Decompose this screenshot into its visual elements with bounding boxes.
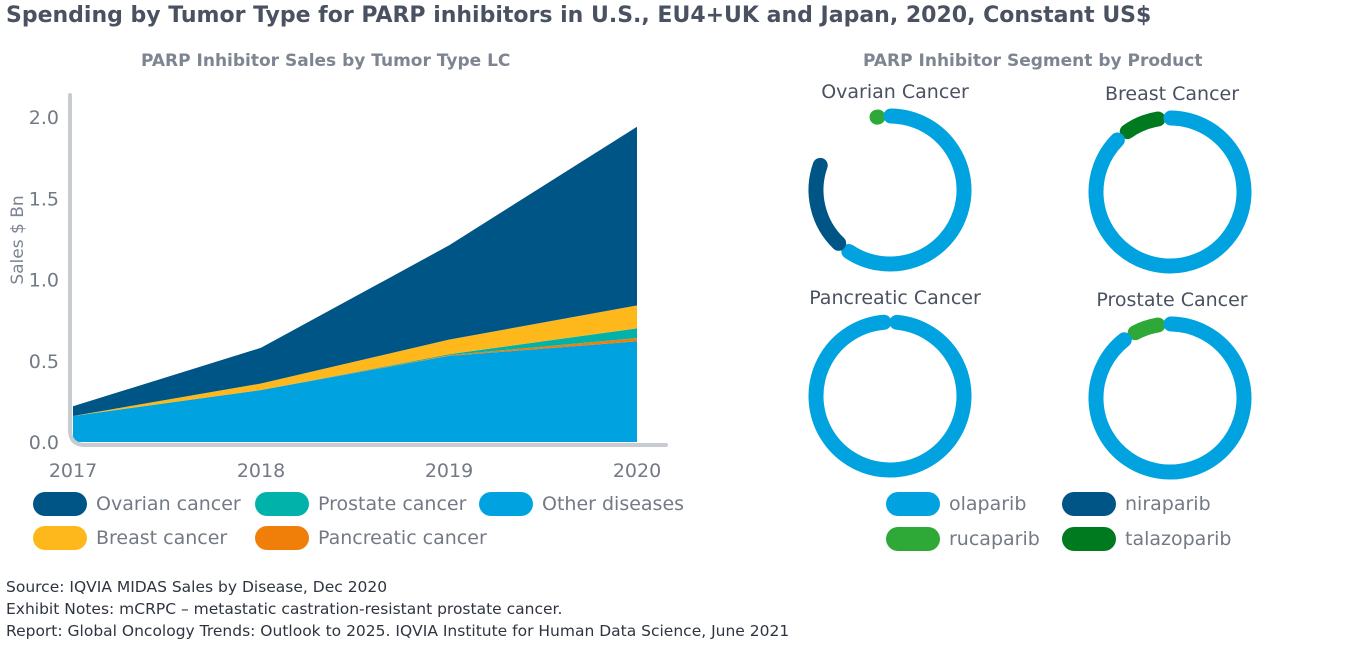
legend-swatch — [33, 526, 87, 550]
axis-lines — [68, 93, 668, 447]
donut-label: Pancreatic Cancer — [809, 287, 981, 309]
area-breast-cancer — [73, 305, 637, 416]
y-tick-label: 0.0 — [29, 432, 59, 454]
legend-label: olaparib — [949, 493, 1027, 515]
legend-item-rucaparib: rucaparib — [886, 527, 1040, 551]
legend-swatch — [886, 527, 940, 551]
footnotes: Source: IQVIA MIDAS Sales by Disease, De… — [6, 576, 789, 642]
area-other-diseases — [73, 341, 637, 442]
donut-charts: Ovarian Cancer Breast Cancer Pancreatic Ca… — [808, 81, 1252, 480]
legend-label: rucaparib — [949, 528, 1040, 550]
donut-ovarian-cancer: Ovarian Cancer — [808, 81, 972, 272]
donut-slice-rucaparib — [1127, 317, 1166, 341]
donut-slice-olaparib — [1088, 110, 1252, 274]
legend-item-breast-cancer: Breast cancer — [33, 526, 227, 550]
legend-item-other-diseases: Other diseases — [479, 492, 684, 516]
legend-label: Prostate cancer — [318, 493, 467, 515]
donut-breast-cancer: Breast Cancer — [1088, 83, 1252, 274]
legend-label: Breast cancer — [96, 527, 228, 549]
donut-slice-niraparib — [808, 157, 847, 251]
area-ovarian-cancer — [73, 126, 637, 417]
donut-slice-olaparib — [841, 108, 972, 272]
legend-swatch — [255, 492, 309, 516]
donut-chart-legend: olaparib niraparib rucaparib talazoparib — [886, 492, 1286, 562]
legend-swatch — [1062, 527, 1116, 551]
x-tick-label: 2018 — [237, 460, 285, 482]
donut-chart-title: PARP Inhibitor Segment by Product — [863, 51, 1203, 71]
x-tick-label: 2019 — [425, 460, 473, 482]
area-chart-legend: Ovarian cancer Prostate cancer Other disea… — [33, 492, 733, 562]
source-note: Source: IQVIA MIDAS Sales by Disease, De… — [6, 578, 388, 596]
y-axis-label: Sales $ Bn — [8, 195, 28, 284]
legend-item-olaparib: olaparib — [886, 492, 1026, 516]
donut-label: Breast Cancer — [1105, 83, 1239, 105]
legend-label: Other diseases — [542, 493, 685, 515]
area-chart: 0.0 0.5 1.0 1.5 2.0 2017 2018 2019 2020 Sales $ B… — [8, 93, 668, 482]
donut-prostate-cancer: Prostate Cancer — [1088, 289, 1252, 480]
donut-label: Prostate Cancer — [1096, 289, 1247, 311]
x-tick-label: 2020 — [613, 460, 661, 482]
y-tick-label: 2.0 — [29, 107, 59, 129]
legend-label: niraparib — [1125, 493, 1211, 515]
legend-swatch — [479, 492, 533, 516]
y-tick-label: 1.0 — [29, 270, 59, 292]
y-tick-label: 1.5 — [29, 188, 59, 210]
exhibit-note: Exhibit Notes: mCRPC – metastatic castra… — [6, 600, 563, 618]
legend-item-prostate-cancer: Prostate cancer — [255, 492, 466, 516]
y-tick-label: 0.5 — [29, 351, 59, 373]
legend-label: Pancreatic cancer — [318, 527, 487, 549]
legend-label: Ovarian cancer — [96, 493, 241, 515]
legend-item-pancreatic-cancer: Pancreatic cancer — [255, 526, 487, 550]
donut-slice-talazoparib — [1119, 111, 1166, 140]
legend-swatch — [255, 526, 309, 550]
legend-swatch — [33, 492, 87, 516]
legend-item-niraparib: niraparib — [1062, 492, 1211, 516]
donut-slice-olaparib — [808, 314, 972, 478]
area-chart-title: PARP Inhibitor Sales by Tumor Type LC — [141, 51, 511, 71]
donut-label: Ovarian Cancer — [821, 81, 969, 103]
page-title: Spending by Tumor Type for PARP inhibito… — [6, 3, 1152, 28]
legend-label: talazoparib — [1125, 528, 1232, 550]
report-note: Report: Global Oncology Trends: Outlook … — [6, 622, 790, 640]
donut-slice-olaparib — [1088, 316, 1252, 480]
legend-swatch — [1062, 492, 1116, 516]
legend-item-talazoparib: talazoparib — [1062, 527, 1231, 551]
legend-item-ovarian-cancer: Ovarian cancer — [33, 492, 241, 516]
x-tick-label: 2017 — [49, 460, 97, 482]
donut-pancreatic-cancer: Pancreatic Cancer — [808, 287, 981, 478]
legend-swatch — [886, 492, 940, 516]
